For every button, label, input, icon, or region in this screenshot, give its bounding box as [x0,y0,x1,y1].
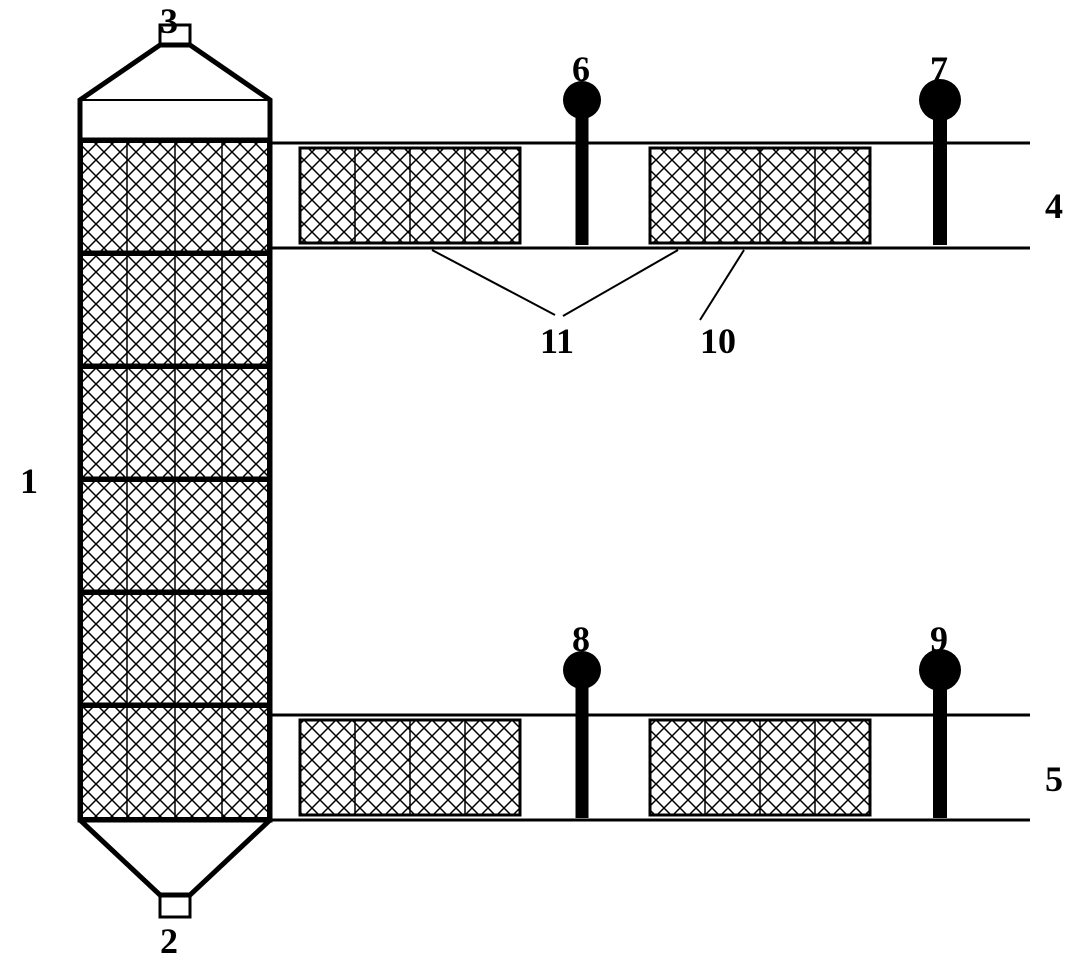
label-11: 11 [540,320,574,362]
label-10: 10 [700,320,736,362]
upper-right-packing [650,148,870,243]
label-4: 4 [1045,185,1063,227]
probe-8 [563,651,601,818]
pointer-lines [432,250,744,320]
label-6: 6 [572,48,590,90]
label-8: 8 [572,618,590,660]
engineering-diagram: 1 2 3 4 5 6 7 8 9 10 11 [0,0,1078,950]
diagram-svg [0,0,1078,950]
label-2: 2 [160,920,178,962]
lower-left-packing [300,720,520,815]
probe-9 [919,649,961,818]
probe-6 [563,81,601,245]
upper-left-packing [300,148,520,243]
label-1: 1 [20,460,38,502]
lower-right-packing [650,720,870,815]
lower-pipe [270,715,1030,820]
label-3: 3 [160,0,178,42]
label-9: 9 [930,618,948,660]
main-column [80,25,270,917]
label-5: 5 [1045,758,1063,800]
column-packing [80,142,270,818]
label-7: 7 [930,48,948,90]
probe-7 [919,79,961,245]
upper-pipe [270,143,1030,248]
